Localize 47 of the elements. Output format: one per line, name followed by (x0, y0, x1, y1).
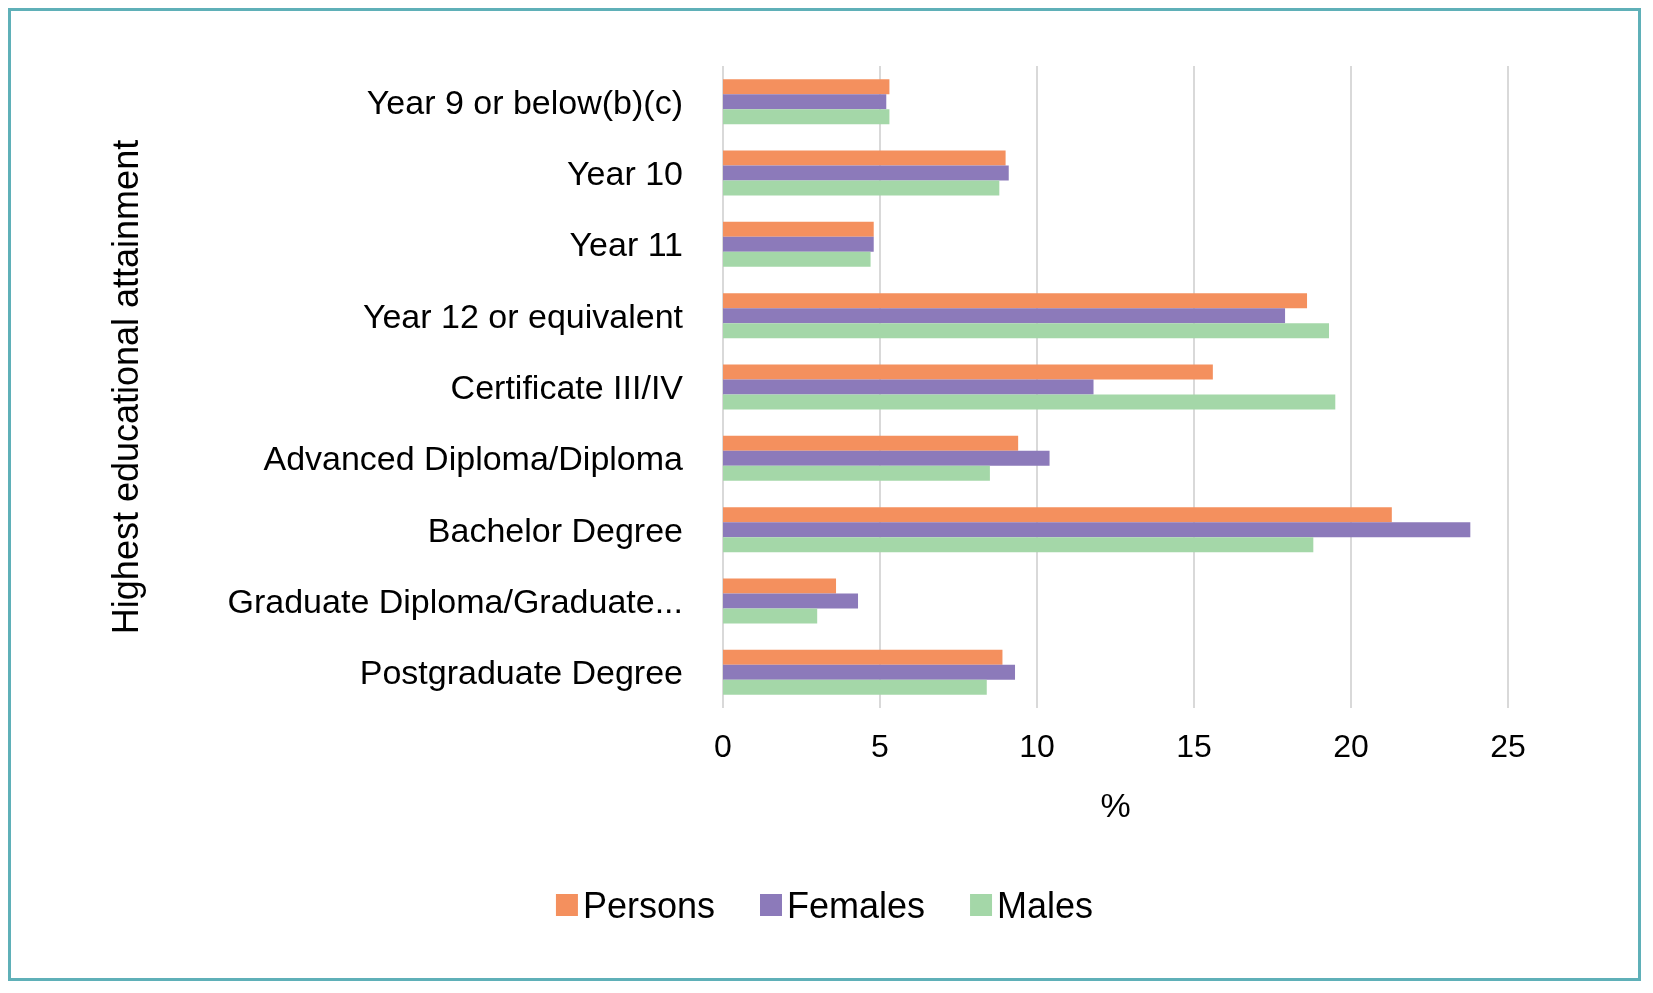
y-axis-title: Highest educational attainment (104, 139, 146, 635)
bar (723, 308, 1286, 324)
x-tick-label: 25 (1490, 728, 1526, 764)
bar (723, 379, 1094, 395)
legend-label: Persons (582, 884, 716, 926)
y-tick-label: Advanced Diploma/Diploma (263, 439, 684, 478)
bar (723, 323, 1330, 339)
bar (723, 679, 987, 695)
y-tick-label: Year 10 (567, 154, 683, 192)
bar (723, 593, 859, 609)
y-tick-label: Bachelor Degree (427, 510, 683, 549)
bar (723, 507, 1392, 523)
legend-label: Males (997, 884, 1094, 926)
bar (723, 251, 871, 267)
x-tick-label: 20 (1333, 728, 1369, 764)
bar (723, 165, 1009, 181)
bar (723, 450, 1050, 466)
bar (723, 180, 1000, 196)
bar (723, 664, 1016, 680)
y-tick-label: Year 12 or equivalent (362, 296, 684, 335)
bar (723, 79, 890, 95)
bar (723, 364, 1213, 380)
legend-label: Females (787, 884, 926, 926)
bar (723, 109, 890, 125)
bar (723, 293, 1308, 309)
bar (723, 522, 1471, 538)
bar (723, 608, 818, 624)
x-tick-label: 15 (1176, 728, 1212, 764)
x-axis-title: % (1100, 786, 1131, 824)
x-tick-label: 5 (871, 728, 889, 764)
y-tick-label: Postgraduate Degree (359, 653, 683, 692)
bar (723, 435, 1019, 451)
bar (723, 578, 837, 594)
bar (723, 394, 1336, 410)
y-tick-label: Year 11 (569, 225, 683, 264)
bar (723, 649, 1003, 665)
bar (723, 150, 1006, 166)
bar (723, 94, 887, 110)
bar (723, 236, 874, 252)
x-tick-label: 10 (1019, 728, 1055, 764)
bar (723, 465, 990, 481)
y-tick-label: Certificate III/IV (450, 368, 684, 406)
y-tick-label: Year 9 or below(b)(c) (366, 82, 683, 121)
bar (723, 221, 874, 237)
y-tick-label: Graduate Diploma/Graduate... (227, 582, 683, 620)
x-tick-label: 0 (714, 728, 732, 764)
bar (723, 537, 1314, 553)
